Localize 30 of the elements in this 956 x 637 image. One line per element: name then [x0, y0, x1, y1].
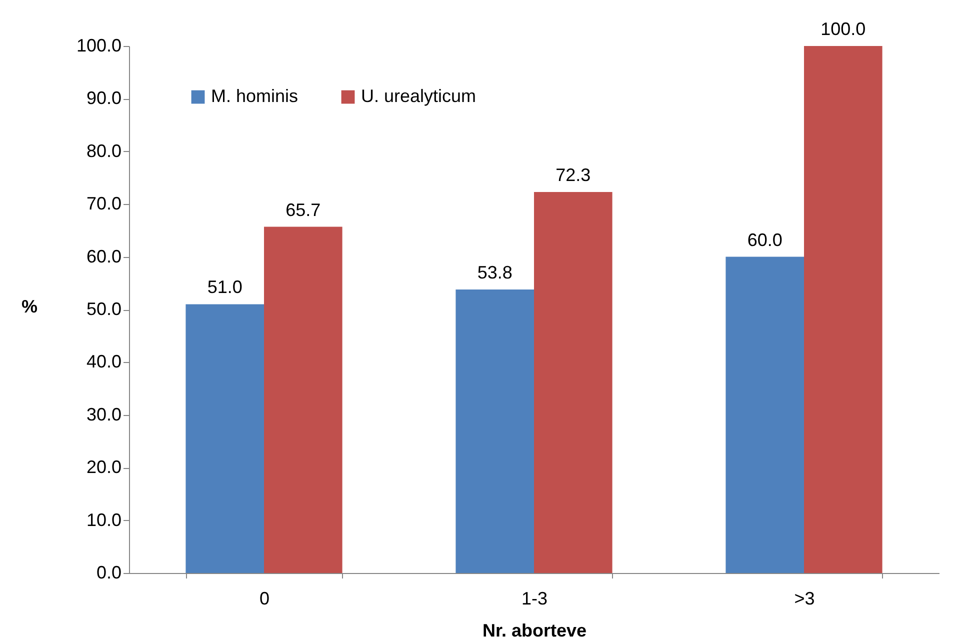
legend-label: U. urealyticum — [361, 86, 476, 106]
y-tick-label: 20.0 — [86, 457, 122, 478]
y-axis-title: % — [21, 296, 38, 316]
y-tick-label: 100.0 — [76, 36, 122, 56]
legend-label: M. hominis — [211, 86, 298, 106]
data-label: 72.3 — [556, 164, 591, 185]
bar — [264, 226, 342, 573]
y-tick-label: 50.0 — [86, 299, 122, 319]
y-tick-label: 70.0 — [86, 194, 122, 214]
data-label: 53.8 — [477, 262, 512, 282]
bar — [534, 192, 612, 573]
y-tick-label: 60.0 — [86, 246, 122, 266]
y-tick-label: 10.0 — [86, 510, 122, 530]
bar — [804, 46, 882, 573]
x-tick-label: 0 — [259, 588, 270, 608]
bar — [456, 289, 534, 573]
data-label: 65.7 — [286, 200, 321, 220]
y-tick-label: 30.0 — [86, 404, 122, 424]
y-tick-label: 90.0 — [86, 88, 122, 108]
bar — [726, 256, 804, 573]
x-tick-label: >3 — [794, 588, 815, 608]
x-axis-title: Nr. aborteve — [482, 620, 587, 637]
y-tick-label: 40.0 — [86, 352, 122, 372]
x-tick-label: 1-3 — [521, 588, 548, 608]
y-tick-label: 80.0 — [86, 140, 122, 161]
y-tick-label: 0.0 — [96, 562, 122, 582]
data-label: 60.0 — [747, 230, 782, 250]
data-label: 100.0 — [820, 19, 866, 39]
data-label: 51.0 — [207, 277, 242, 298]
bar — [186, 304, 264, 573]
